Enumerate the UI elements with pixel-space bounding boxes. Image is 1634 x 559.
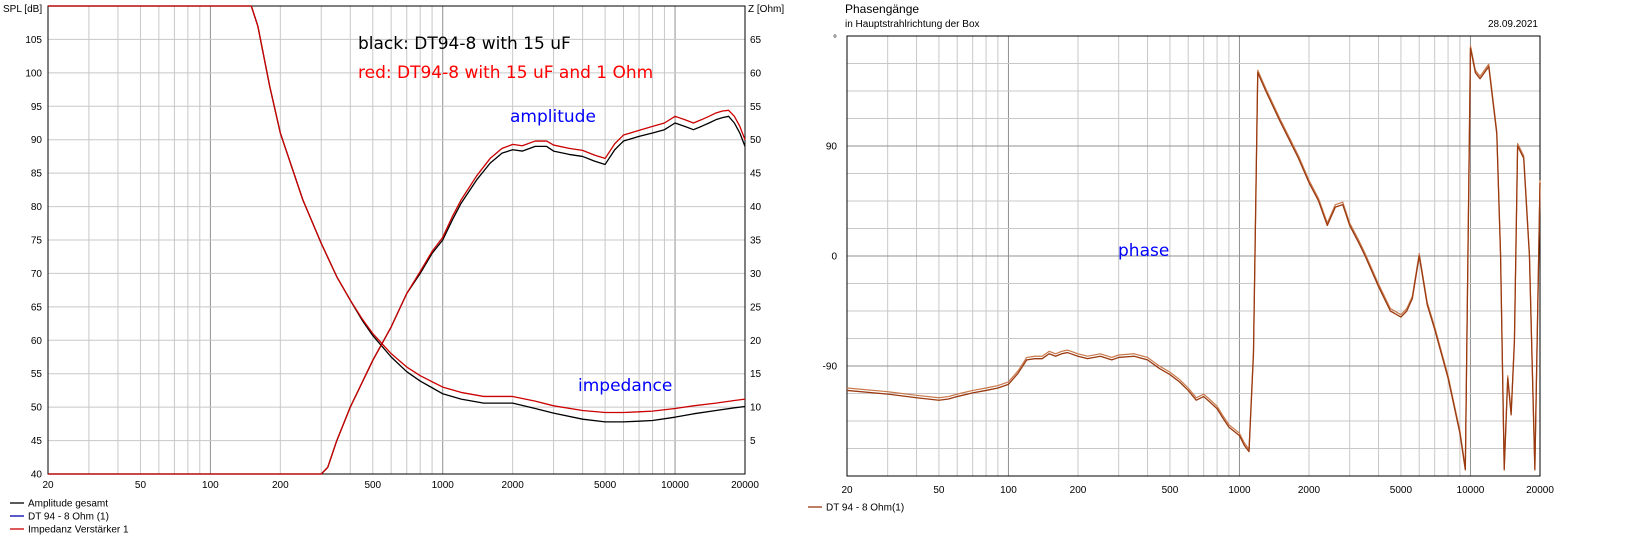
plot-frame <box>846 35 1541 477</box>
x-tick-label: 2000 <box>502 480 525 491</box>
y-tick-label: 70 <box>31 269 43 280</box>
y2-tick-label: 35 <box>750 236 762 247</box>
x-tick-label: 1000 <box>1228 485 1251 496</box>
annotation-red: red: DT94-8 with 15 uF and 1 Ohm <box>358 63 653 83</box>
y-tick-label: 105 <box>25 35 42 46</box>
y-tick-label: 80 <box>31 202 43 213</box>
annotation-impedance: impedance <box>578 376 672 396</box>
x-tick-label: 200 <box>1070 485 1087 496</box>
phase-curve <box>846 47 1541 471</box>
x-tick-label: 500 <box>1162 485 1179 496</box>
x-tick-label: 20 <box>841 485 853 496</box>
x-tick-label: 10000 <box>1457 485 1485 496</box>
x-tick-label: 500 <box>364 480 381 491</box>
y-tick-label: 95 <box>31 102 43 113</box>
y2-tick-label: 45 <box>750 169 762 180</box>
y2-tick-label: 65 <box>750 35 762 46</box>
x-tick-label: 100 <box>1000 485 1017 496</box>
y-tick-label: 90 <box>826 142 838 153</box>
y-tick-label: 40 <box>31 470 43 481</box>
x-tick-label: 50 <box>933 485 945 496</box>
x-tick-label: 2000 <box>1298 485 1321 496</box>
x-tick-label: 100 <box>202 480 219 491</box>
chart-title: Phasengänge <box>845 2 919 16</box>
y2-tick-label: 55 <box>750 102 762 113</box>
x-tick-label: 20000 <box>1526 485 1554 496</box>
y-tick-label: 65 <box>31 302 43 313</box>
annotation-amplitude: amplitude <box>510 107 596 127</box>
x-tick-label: 20 <box>42 480 54 491</box>
impedance-curve-red <box>48 5 746 414</box>
y-tick-label: ° <box>833 34 837 45</box>
y-tick-label: 90 <box>31 135 43 146</box>
plot-frame <box>47 5 746 475</box>
y-tick-label: 75 <box>31 236 43 247</box>
y2-tick-label: 10 <box>750 403 762 414</box>
x-tick-label: 200 <box>272 480 289 491</box>
right-chart: ° 90 0 -90 20 50 100 200 500 1000 2000 5000 10000 200… <box>808 2 1554 514</box>
y-tick-label: 60 <box>31 336 43 347</box>
y2-tick-label: 50 <box>750 135 762 146</box>
y-tick-label: 100 <box>25 68 42 79</box>
y-tick-label: 45 <box>31 436 43 447</box>
y2-tick-label: 20 <box>750 336 762 347</box>
y2-axis-label: Z [Ohm] <box>748 4 784 15</box>
legend-entry: Impedanz Verstärker 1 <box>28 525 129 536</box>
x-tick-label: 10000 <box>661 480 689 491</box>
y-tick-label: 50 <box>31 403 43 414</box>
y-tick-label: 85 <box>31 169 43 180</box>
y2-tick-label: 30 <box>750 269 762 280</box>
x-tick-label: 5000 <box>1390 485 1413 496</box>
annotation-black: black: DT94-8 with 15 uF <box>358 34 571 54</box>
y-tick-label: -90 <box>823 362 838 373</box>
chart-subtitle: in Hauptstrahlrichtung der Box <box>845 19 980 30</box>
amplitude-curve-red <box>48 109 746 475</box>
legend-entry: DT 94 - 8 Ohm(1) <box>826 503 904 514</box>
chart-date: 28.09.2021 <box>1488 19 1538 30</box>
left-chart: 40 45 50 55 60 65 70 75 80 85 90 95 100 105 5 10 15 20 25 3… <box>3 4 784 536</box>
y-axis-label: SPL [dB] <box>3 4 42 15</box>
x-tick-label: 20000 <box>731 480 759 491</box>
annotation-phase: phase <box>1118 241 1169 261</box>
y2-tick-label: 25 <box>750 302 762 313</box>
y-tick-label: 55 <box>31 369 43 380</box>
x-tick-label: 5000 <box>594 480 617 491</box>
y2-tick-label: 60 <box>750 68 762 79</box>
x-tick-label: 1000 <box>432 480 455 491</box>
x-tick-label: 50 <box>135 480 147 491</box>
legend-entry: DT 94 - 8 Ohm (1) <box>28 512 109 523</box>
y2-tick-label: 5 <box>750 436 756 447</box>
legend-entry: Amplitude gesamt <box>28 499 108 510</box>
y-tick-label: 0 <box>831 252 837 263</box>
y2-tick-label: 15 <box>750 369 762 380</box>
y2-tick-label: 40 <box>750 202 762 213</box>
